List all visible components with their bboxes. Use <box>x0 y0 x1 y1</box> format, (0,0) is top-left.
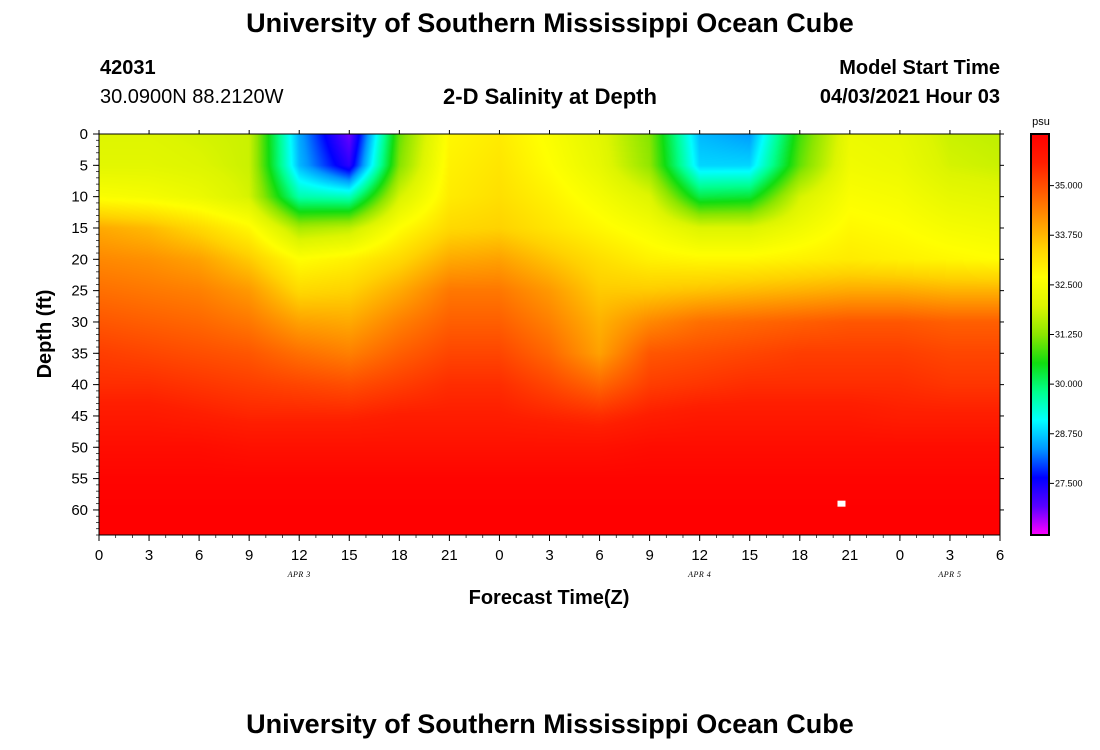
colorbar-tick-label: 35.000 <box>1055 181 1083 191</box>
date-label: APR 4 <box>687 570 711 579</box>
y-axis-title: Depth (ft) <box>34 290 56 379</box>
x-tick-label: 3 <box>545 547 553 564</box>
x-tick-label: 0 <box>495 547 503 564</box>
x-tick-label: 15 <box>341 547 358 564</box>
y-tick-label: 5 <box>80 157 88 174</box>
y-tick-label: 40 <box>71 377 88 394</box>
model-start-value: 04/03/2021 Hour 03 <box>819 86 1000 108</box>
x-tick-label: 6 <box>996 547 1004 564</box>
y-tick-label: 10 <box>71 189 88 206</box>
y-tick-label: 45 <box>71 408 88 425</box>
x-tick-label: 18 <box>391 547 408 564</box>
colorbar-fill <box>1030 133 1050 536</box>
colorbar-tick-label: 32.500 <box>1055 280 1083 290</box>
top-title: University of Southern Mississippi Ocean… <box>246 8 854 38</box>
colorbar-tick-label: 31.250 <box>1055 330 1083 340</box>
colorbar-unit: psu <box>1032 116 1050 128</box>
colorbar-tick-label: 30.000 <box>1055 379 1083 389</box>
x-tick-label: 21 <box>441 547 458 564</box>
y-axis: 0 5 10 15 20 25 30 35 40 45 50 55 60 <box>71 126 1004 536</box>
y-tick-label: 30 <box>71 314 88 331</box>
x-tick-label: 0 <box>95 547 103 564</box>
x-tick-label: 0 <box>896 547 904 564</box>
y-tick-label: 15 <box>71 220 88 237</box>
y-tick-label: 60 <box>71 502 88 519</box>
model-start-label: Model Start Time <box>839 57 1000 79</box>
colorbar-tick-label: 27.500 <box>1055 478 1083 488</box>
x-axis: 0 3 6 9 12 15 18 21 0 3 6 9 12 15 18 21 0 3 6 APR 3 APR 4 APR… <box>95 130 1004 579</box>
x-tick-label: 6 <box>195 547 203 564</box>
bottom-title: University of Southern Mississippi Ocean… <box>246 709 854 739</box>
data-marker <box>837 500 846 507</box>
colorbar-tick-label: 28.750 <box>1055 429 1083 439</box>
x-tick-label: 9 <box>645 547 653 564</box>
x-tick-label: 15 <box>741 547 758 564</box>
x-tick-label: 9 <box>245 547 253 564</box>
y-tick-label: 50 <box>71 439 88 456</box>
colorbar-tick-label: 33.750 <box>1055 230 1083 240</box>
markers <box>837 500 846 507</box>
y-tick-label: 20 <box>71 251 88 268</box>
y-tick-label: 35 <box>71 345 88 362</box>
x-tick-label: 3 <box>145 547 153 564</box>
salinity-heatmap <box>99 134 1000 535</box>
y-tick-label: 55 <box>71 471 88 488</box>
x-tick-label: 3 <box>946 547 954 564</box>
y-tick-label: 25 <box>71 283 88 300</box>
x-axis-title: Forecast Time(Z) <box>469 587 630 609</box>
x-tick-label: 12 <box>691 547 708 564</box>
station-id: 42031 <box>100 57 156 79</box>
date-label: APR 3 <box>287 570 311 579</box>
colorbar: psu 35.000 33.750 32.500 31.250 30.000 28.750… <box>1030 116 1083 536</box>
x-tick-label: 12 <box>291 547 308 564</box>
date-label: APR 5 <box>937 570 961 579</box>
y-tick-label: 0 <box>80 126 88 143</box>
station-coordinates: 30.0900N 88.2120W <box>100 86 284 108</box>
x-tick-label: 18 <box>791 547 808 564</box>
x-tick-label: 6 <box>595 547 603 564</box>
x-tick-label: 21 <box>841 547 858 564</box>
plot-title: 2-D Salinity at Depth <box>443 84 657 109</box>
